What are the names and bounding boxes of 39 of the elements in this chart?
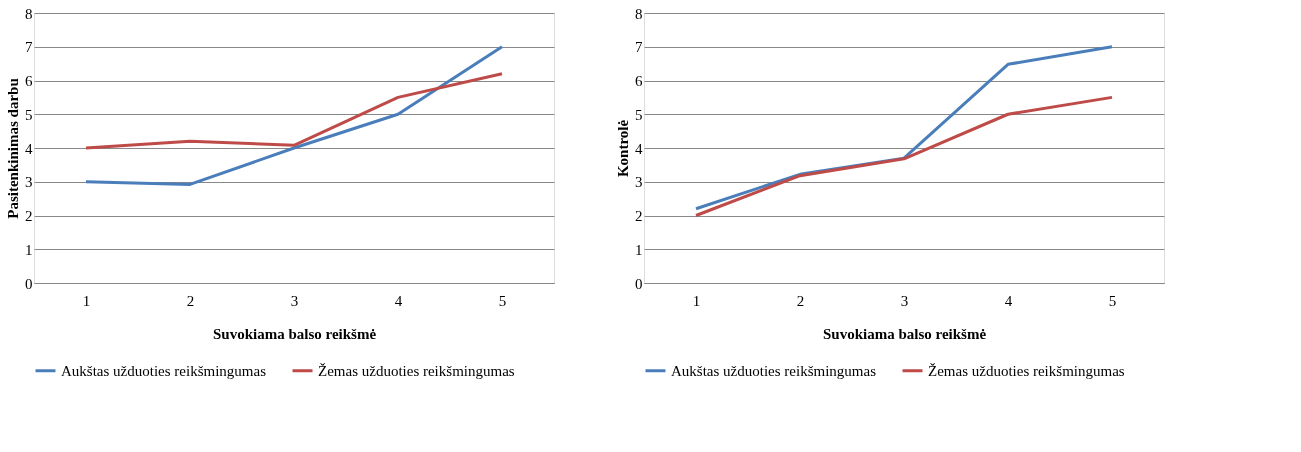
y-tick-label: 4 (635, 140, 643, 157)
y-axis-title: Kontrolė (615, 119, 631, 178)
x-tick-label: 2 (186, 292, 195, 309)
x-tick-label: 1 (82, 292, 91, 309)
y-tick-label: 7 (635, 39, 643, 56)
y-tick-label: 3 (25, 174, 33, 191)
y-tick-label: 8 (635, 5, 643, 22)
legend-label: Aukštas užduoties reikšmingumas (61, 362, 267, 379)
x-tick-label: 5 (498, 292, 507, 309)
x-tick-label: 4 (394, 292, 403, 309)
legend-label: Žemas užduoties reikšmingumas (928, 362, 1125, 379)
y-tick-label: 8 (25, 5, 33, 22)
y-tick-label: 0 (635, 275, 643, 292)
line-series (84, 45, 504, 186)
y-tick-label: 3 (635, 174, 643, 191)
line-series (84, 72, 504, 150)
line-series (694, 95, 1114, 217)
legend-label: Žemas užduoties reikšmingumas (318, 362, 515, 379)
y-tick-label: 7 (25, 39, 33, 56)
y-tick-label: 6 (25, 73, 33, 89)
x-axis-title: Suvokiama balso reikšmė (212, 325, 377, 342)
x-tick-label: 3 (900, 292, 909, 309)
y-tick-label: 6 (635, 73, 643, 89)
x-axis-title: Suvokiama balso reikšmė (822, 325, 987, 342)
legend-label: Aukštas užduoties reikšmingumas (671, 362, 877, 379)
x-tick-label: 3 (290, 292, 299, 309)
y-tick-label: 5 (25, 106, 33, 123)
y-tick-label: 2 (25, 208, 33, 224)
y-axis-title: Pasitenkinimas darbu (5, 78, 21, 219)
y-tick-label: 2 (635, 208, 643, 224)
x-tick-label: 5 (1108, 292, 1117, 309)
y-tick-label: 0 (25, 275, 33, 292)
y-tick-label: 1 (635, 241, 643, 258)
y-tick-label: 4 (25, 140, 33, 157)
y-tick-label: 1 (25, 241, 33, 258)
x-tick-label: 1 (692, 292, 701, 309)
x-tick-label: 2 (796, 292, 805, 309)
x-tick-label: 4 (1004, 292, 1013, 309)
y-tick-label: 5 (635, 106, 643, 123)
